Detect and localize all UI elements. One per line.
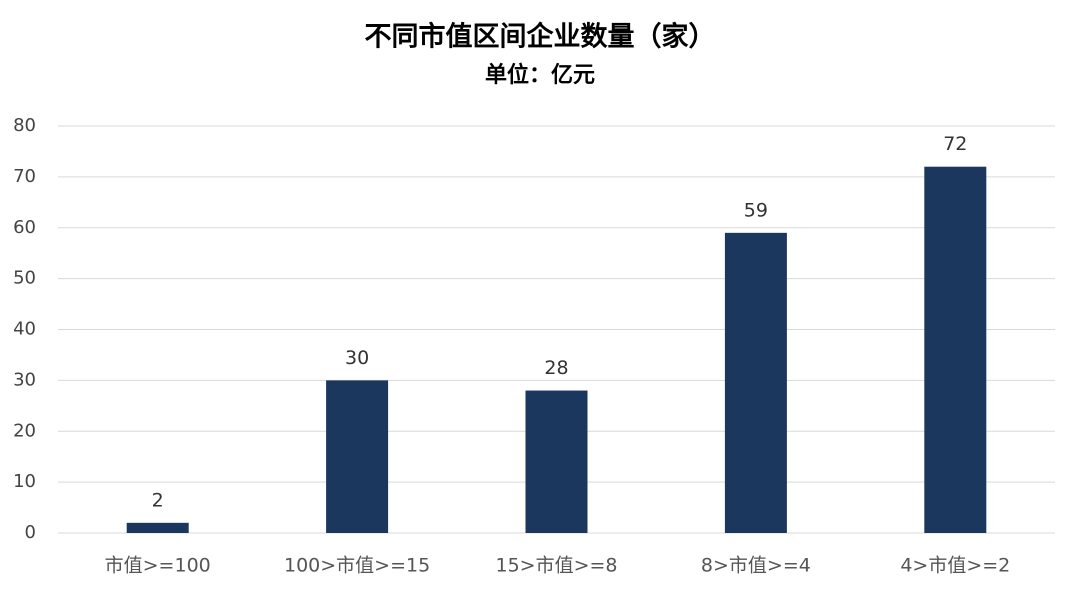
data-label: 28 bbox=[544, 357, 568, 379]
chart-subtitle: 单位：亿元 bbox=[485, 62, 595, 88]
bar bbox=[724, 232, 787, 533]
x-tick-label: 100>市值>=15 bbox=[284, 555, 430, 577]
data-label: 30 bbox=[345, 347, 369, 369]
chart-title: 不同市值区间企业数量（家） bbox=[365, 21, 716, 53]
bar bbox=[525, 390, 588, 533]
y-tick-label: 40 bbox=[13, 319, 36, 340]
y-tick-label: 0 bbox=[25, 522, 36, 543]
bar bbox=[126, 522, 189, 533]
bar bbox=[326, 380, 389, 533]
data-label: 59 bbox=[744, 199, 768, 221]
y-tick-label: 30 bbox=[13, 369, 36, 390]
data-label: 72 bbox=[943, 133, 967, 155]
y-tick-label: 70 bbox=[13, 166, 36, 187]
y-tick-label: 10 bbox=[13, 471, 36, 492]
x-tick-label: 市值>=100 bbox=[105, 555, 211, 577]
y-tick-label: 60 bbox=[13, 217, 36, 238]
data-label: 2 bbox=[152, 489, 164, 511]
x-tick-label: 15>市值>=8 bbox=[495, 555, 617, 577]
y-tick-label: 50 bbox=[13, 268, 36, 289]
x-tick-label: 4>市值>=2 bbox=[900, 555, 1010, 577]
y-tick-label: 80 bbox=[13, 115, 36, 136]
y-tick-label: 20 bbox=[13, 420, 36, 441]
x-tick-label: 8>市值>=4 bbox=[701, 555, 811, 577]
bar bbox=[924, 166, 987, 533]
